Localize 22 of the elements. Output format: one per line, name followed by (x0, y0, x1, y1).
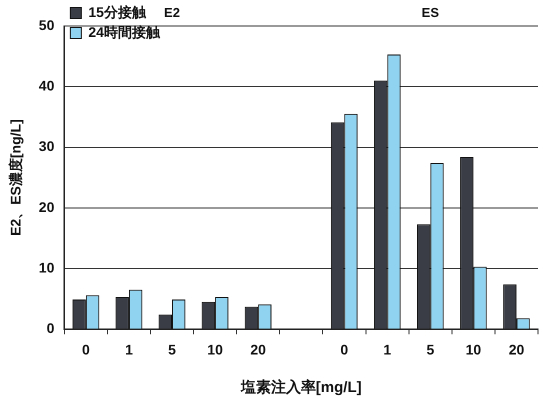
y-tick-label: 40 (38, 78, 55, 94)
y-tick-label: 10 (38, 259, 55, 276)
x-tick-label: 0 (340, 341, 348, 358)
x-tick-label: 10 (207, 341, 224, 358)
y-tick-label: 30 (38, 138, 55, 154)
y-axis-title: E2、ES濃度[ng/L] (7, 119, 24, 236)
x-tick-label: 5 (426, 341, 434, 358)
x-tick-label: 20 (250, 341, 266, 358)
x-tick-label: 10 (466, 341, 482, 358)
legend-label: 15分接触 (88, 4, 147, 20)
y-tick-label: 50 (38, 16, 55, 33)
text: ES (422, 5, 440, 20)
x-tick-label: 1 (125, 341, 134, 358)
legend-label: 24時間接触 (88, 24, 161, 40)
x-tick-label: 5 (168, 341, 176, 358)
text: E2 (164, 5, 180, 20)
y-tick-label: 20 (38, 198, 55, 215)
x-axis-title: 塩素注入率[mg/L] (240, 378, 362, 396)
x-tick-label: 1 (383, 341, 392, 358)
y-tick-label: 0 (46, 320, 55, 336)
x-tick-label: 0 (82, 341, 90, 358)
x-tick-label: 20 (508, 341, 524, 358)
